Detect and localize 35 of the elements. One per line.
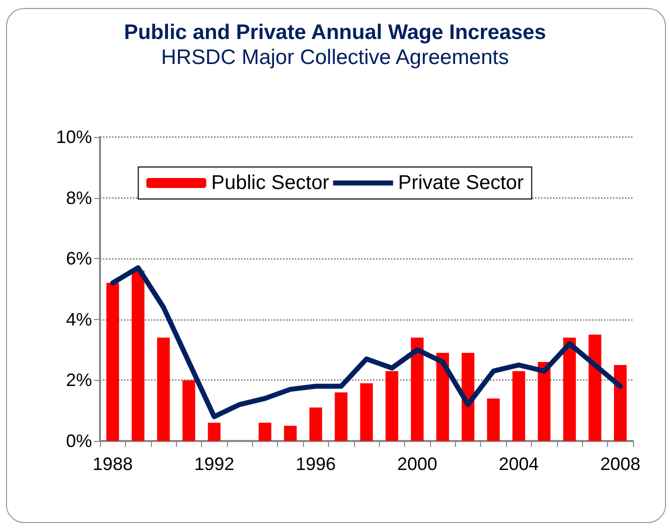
x-tick-label: 1992: [194, 454, 234, 474]
legend-label: Public Sector: [211, 172, 330, 194]
x-tick-label: 1988: [92, 454, 133, 474]
y-tick-label: 10%: [56, 127, 92, 147]
bar: [538, 362, 551, 441]
x-tick-label: 2004: [498, 454, 539, 474]
bar: [284, 426, 297, 441]
bar: [182, 380, 196, 441]
bar: [157, 338, 170, 441]
bar: [106, 282, 120, 441]
bar: [512, 371, 526, 441]
bar: [487, 398, 500, 441]
y-tick-label: 2%: [66, 370, 92, 390]
y-tick-label: 4%: [66, 309, 92, 330]
y-tick-label: 8%: [66, 188, 92, 208]
bar: [588, 334, 602, 441]
bar: [132, 270, 144, 441]
y-tick-label: 6%: [66, 248, 92, 269]
bar: [360, 383, 373, 441]
bar: [334, 392, 348, 441]
chart-subtitle: HRSDC Major Collective Agreements: [160, 45, 510, 71]
bar: [208, 422, 221, 441]
bar: [614, 365, 627, 441]
x-tick-label: 1996: [296, 454, 336, 474]
y-tick-label: 0%: [66, 431, 92, 451]
bar: [563, 338, 576, 441]
bar: [258, 422, 272, 441]
legend-label: Private Sector: [398, 172, 524, 194]
bar: [309, 408, 322, 441]
chart-title: Public and Private Annual Wage Increases: [122, 20, 548, 45]
bar: [436, 352, 449, 441]
x-tick-label: 2000: [397, 454, 438, 474]
x-tick-label: 2008: [600, 454, 640, 474]
bar: [386, 371, 398, 441]
bar: [410, 338, 424, 441]
